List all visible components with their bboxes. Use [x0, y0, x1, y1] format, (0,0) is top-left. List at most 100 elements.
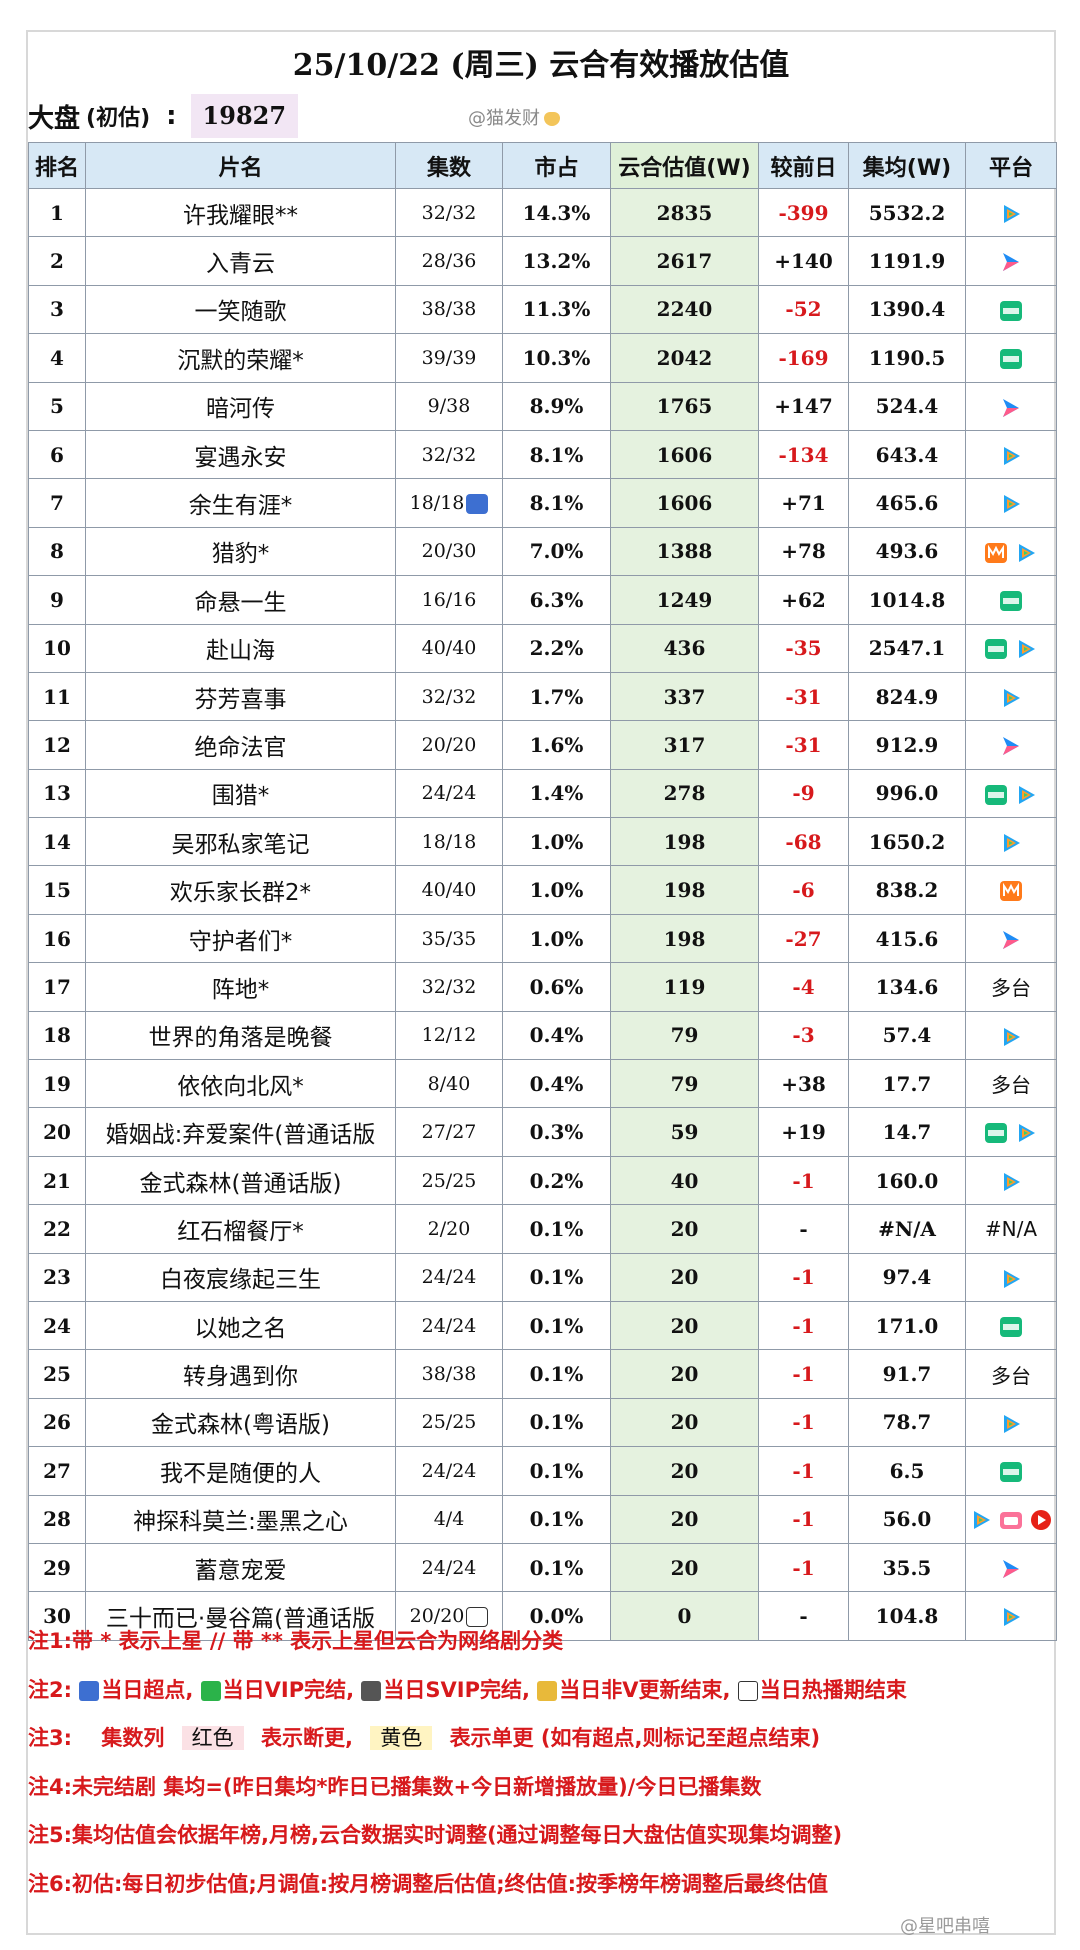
average-cell: 134.6: [848, 962, 966, 1012]
average-cell: 1014.8: [848, 575, 966, 625]
rank-cell: 28: [28, 1494, 86, 1544]
episodes-cell: 24/24: [395, 1446, 503, 1496]
note-3-prefix: 注3:: [28, 1726, 73, 1750]
youtube-icon: [1029, 1509, 1053, 1531]
episodes-value: 16/16: [421, 588, 477, 611]
platform-text: 多台: [991, 1363, 1031, 1388]
episodes-cell: 38/38: [395, 284, 503, 335]
youku-icon: [999, 929, 1023, 951]
table-row: 23 白夜宸缘起三生 24/24 0.1% 20 -1 97.4: [28, 1252, 1057, 1302]
platform-cell: [965, 478, 1057, 528]
title-cell: 宴遇永安: [85, 429, 396, 480]
rank-cell: 16: [28, 913, 86, 964]
youku-icon: [999, 1558, 1023, 1580]
title-cell: 赴山海: [85, 623, 396, 673]
platform-text: 多台: [991, 1073, 1031, 1098]
episodes-value: 8/40: [427, 1072, 471, 1095]
share-cell: 6.3%: [502, 575, 611, 625]
col-name: 片名: [85, 142, 396, 189]
platform-cell: 多台: [965, 1349, 1057, 1399]
iqiyi-icon: [999, 348, 1023, 370]
summary-sublabel: (初估): [86, 106, 151, 131]
share-cell: 2.2%: [502, 623, 611, 673]
note-3-a: 集数列: [101, 1726, 165, 1750]
episodes-cell: 39/39: [395, 333, 503, 383]
share-cell: 1.6%: [502, 720, 611, 770]
platform-cell: [965, 1155, 1057, 1206]
note-6: 注6:初估:每日初步估值;月调值:按月榜调整后估值;终估值:按季榜年榜调整后最终…: [28, 1871, 828, 1896]
table-row: 4 沉默的荣耀* 39/39 10.3% 2042 -169 1190.5: [28, 333, 1057, 383]
episodes-value: 25/25: [421, 1411, 477, 1434]
change-cell: -9: [758, 768, 849, 819]
estimate-cell: 1765: [610, 381, 759, 431]
col-share: 市占: [502, 142, 611, 189]
average-cell: 524.4: [848, 381, 966, 431]
svip-complete-icon: [361, 1680, 382, 1701]
rank-cell: 20: [28, 1107, 86, 1157]
average-cell: 104.8: [848, 1591, 966, 1641]
episodes-cell: 32/32: [395, 187, 503, 238]
share-cell: 0.4%: [502, 1059, 611, 1109]
change-cell: +140: [758, 236, 849, 286]
average-cell: 17.7: [848, 1059, 966, 1109]
platform-cell: #N/A: [965, 1204, 1057, 1254]
page-title: 25/10/22 (周三) 云合有效播放估值: [292, 48, 790, 83]
youku-icon: [999, 735, 1023, 757]
rank-cell: 2: [28, 236, 86, 286]
table-row: 7 余生有涯* 18/18 8.1% 1606 +71 465.6: [28, 478, 1057, 528]
title-cell: 入青云: [85, 236, 396, 286]
share-cell: 8.1%: [502, 478, 611, 528]
change-cell: -1: [758, 1494, 849, 1544]
platform-cell: [965, 1397, 1057, 1448]
change-cell: -1: [758, 1349, 849, 1399]
episodes-value: 20/20: [409, 1605, 465, 1628]
summary-colon: :: [166, 101, 177, 131]
average-cell: 14.7: [848, 1107, 966, 1157]
change-cell: -35: [758, 623, 849, 673]
table-row: 19 依依向北风* 8/40 0.4% 79 +38 17.7 多台: [28, 1059, 1057, 1109]
col-change: 较前日: [758, 142, 849, 189]
title-cell: 婚姻战:弃爱案件(普通话版: [85, 1107, 396, 1157]
tencent-icon: [1014, 784, 1038, 806]
note-3-red: 红色: [181, 1726, 244, 1750]
rank-cell: 18: [28, 1010, 86, 1061]
estimate-cell: 1388: [610, 526, 759, 577]
table-row: 16 守护者们* 35/35 1.0% 198 -27 415.6: [28, 913, 1057, 964]
iqiyi-icon: [999, 1461, 1023, 1483]
watermark-text: @猫发财: [468, 108, 540, 129]
platform-cell: [965, 187, 1057, 238]
title-cell: 蓄意宠爱: [85, 1542, 396, 1593]
share-cell: 7.0%: [502, 526, 611, 577]
change-cell: +78: [758, 526, 849, 577]
title-cell: 阵地*: [85, 962, 396, 1012]
title-cell: 绝命法官: [85, 720, 396, 770]
tencent-icon: [969, 1509, 993, 1531]
title-cell: 一笑随歌: [85, 284, 396, 335]
share-cell: 0.1%: [502, 1542, 611, 1593]
table-row: 10 赴山海 40/40 2.2% 436 -35 2547.1: [28, 623, 1057, 673]
episodes-cell: 27/27: [395, 1107, 503, 1157]
change-cell: -169: [758, 333, 849, 383]
rank-cell: 11: [28, 671, 86, 722]
platform-cell: [965, 913, 1057, 964]
change-cell: +147: [758, 381, 849, 431]
platform-cell: [965, 1252, 1057, 1302]
rank-cell: 19: [28, 1059, 86, 1109]
table-row: 13 围猎* 24/24 1.4% 278 -9 996.0: [28, 768, 1057, 819]
average-cell: 171.0: [848, 1300, 966, 1351]
episodes-cell: 16/16: [395, 575, 503, 625]
platform-cell: 多台: [965, 1059, 1057, 1109]
title-cell: 命悬一生: [85, 575, 396, 625]
mgtv-icon: [984, 542, 1008, 564]
platform-cell: [965, 623, 1057, 673]
rank-cell: 13: [28, 768, 86, 819]
estimate-cell: 40: [610, 1155, 759, 1206]
tencent-icon: [999, 832, 1023, 854]
title-cell: 以她之名: [85, 1300, 396, 1351]
note-2-item-5: 当日热播期结束: [759, 1677, 907, 1702]
platform-text: #N/A: [984, 1216, 1038, 1241]
estimate-cell: 278: [610, 768, 759, 819]
episodes-cell: 18/18: [395, 478, 503, 528]
episodes-cell: 32/32: [395, 671, 503, 722]
estimate-cell: 20: [610, 1204, 759, 1254]
